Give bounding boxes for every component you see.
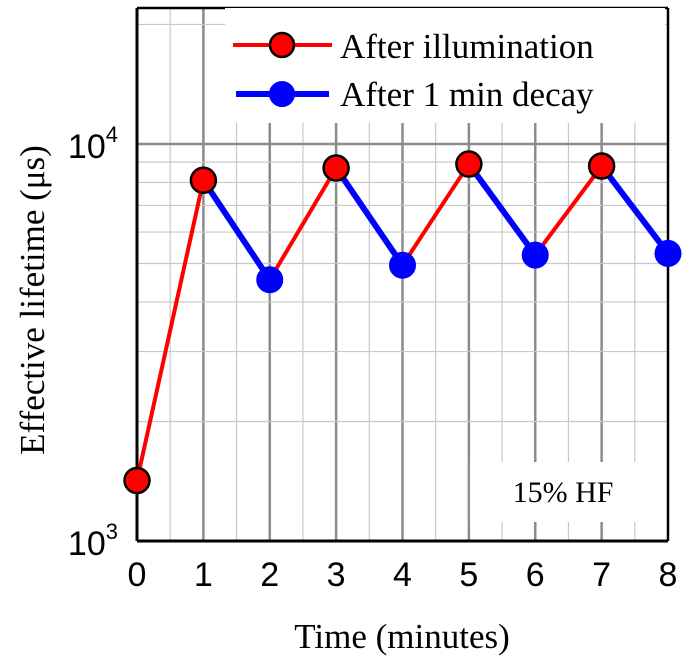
legend-label-decay: After 1 min decay bbox=[340, 75, 594, 114]
segment-illumination bbox=[268, 166, 338, 281]
marker-decay bbox=[654, 239, 682, 267]
marker-illumination bbox=[123, 466, 151, 495]
segment-decay bbox=[466, 162, 538, 257]
annotation-label: 15% HF bbox=[513, 476, 614, 509]
segment-decay bbox=[333, 166, 405, 267]
x-tick-label: 0 bbox=[128, 556, 147, 594]
segment-illumination bbox=[533, 164, 604, 257]
x-tick-label: 1 bbox=[194, 556, 213, 594]
marker-illumination bbox=[189, 166, 218, 195]
y-tick-label: 103 bbox=[68, 519, 118, 563]
y-tick-label: 104 bbox=[68, 122, 118, 166]
x-tick-label: 5 bbox=[459, 556, 478, 594]
legend-marker-illumination bbox=[268, 31, 296, 59]
segment-illumination bbox=[135, 179, 206, 481]
marker-decay bbox=[256, 266, 284, 294]
x-tick-label: 8 bbox=[659, 556, 678, 594]
legend-marker-decay bbox=[269, 81, 295, 107]
y-axis-label: Effective lifetime (μs) bbox=[13, 145, 52, 455]
x-tick-label: 4 bbox=[393, 556, 412, 594]
annotation-box bbox=[470, 462, 655, 522]
x-axis-label: Time (minutes) bbox=[294, 617, 510, 656]
segment-illumination bbox=[400, 162, 471, 267]
x-tick-label: 3 bbox=[327, 556, 346, 594]
series bbox=[123, 150, 682, 495]
segment-decay bbox=[200, 178, 273, 282]
marker-illumination bbox=[455, 150, 483, 178]
tick-labels: 0 1 2 3 4 5 6 7 8 103 104 bbox=[68, 122, 678, 594]
marker-decay bbox=[521, 241, 549, 269]
legend: After illumination After 1 min decay bbox=[225, 8, 665, 123]
marker-illumination bbox=[322, 154, 350, 182]
marker-decay bbox=[389, 251, 416, 279]
marker-illumination bbox=[587, 152, 616, 180]
x-tick-label: 6 bbox=[526, 556, 545, 594]
x-tick-label: 7 bbox=[592, 556, 611, 594]
legend-label-illumination: After illumination bbox=[340, 27, 594, 66]
x-tick-label: 2 bbox=[260, 556, 279, 594]
segment-decay bbox=[599, 164, 671, 256]
